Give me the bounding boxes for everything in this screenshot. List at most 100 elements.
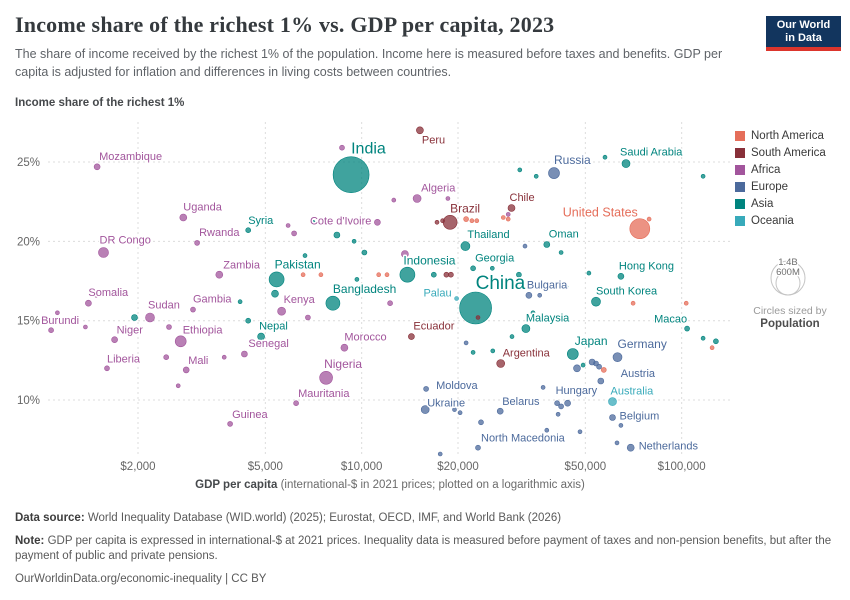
data-point[interactable] <box>478 419 484 426</box>
data-point[interactable] <box>554 400 560 407</box>
data-point-palau[interactable] <box>454 296 459 301</box>
legend-item-europe[interactable]: Europe <box>735 178 847 195</box>
data-point[interactable] <box>376 272 382 278</box>
data-point[interactable] <box>505 212 511 217</box>
data-point[interactable] <box>463 216 469 222</box>
data-point-indonesia[interactable] <box>399 266 416 283</box>
data-point-dr-congo[interactable] <box>98 247 109 258</box>
legend-item-africa[interactable]: Africa <box>735 161 847 178</box>
data-point[interactable] <box>489 265 495 271</box>
data-point-united-states[interactable] <box>629 218 651 239</box>
data-point[interactable] <box>586 270 592 276</box>
data-point[interactable] <box>445 196 451 201</box>
data-point[interactable] <box>596 363 602 370</box>
data-point-liberia[interactable] <box>104 365 110 372</box>
data-point[interactable] <box>618 423 624 428</box>
data-point[interactable] <box>558 403 564 410</box>
data-point[interactable] <box>285 223 291 228</box>
data-point-somalia[interactable] <box>85 299 92 307</box>
data-point-macao[interactable] <box>684 325 690 332</box>
data-point[interactable] <box>245 317 251 324</box>
data-point-argentina[interactable] <box>496 359 506 368</box>
data-point[interactable] <box>573 364 581 373</box>
data-point-netherlands[interactable] <box>626 443 635 452</box>
data-point-mozambique[interactable] <box>93 163 101 171</box>
data-point[interactable] <box>163 354 169 361</box>
data-point[interactable] <box>300 272 306 278</box>
data-point-mauritania[interactable] <box>293 400 299 407</box>
data-point[interactable] <box>540 385 546 390</box>
data-point-bulgaria[interactable] <box>525 291 533 299</box>
data-point-north-macedonia[interactable] <box>475 444 481 451</box>
data-point[interactable] <box>502 280 508 285</box>
data-point[interactable] <box>437 451 443 457</box>
data-point-chile[interactable] <box>507 204 516 212</box>
data-point[interactable] <box>305 314 311 321</box>
data-point-morocco[interactable] <box>340 343 349 352</box>
data-point-india[interactable] <box>332 156 370 193</box>
data-point-gambia[interactable] <box>190 306 196 313</box>
data-point-ethiopia[interactable] <box>174 335 187 348</box>
data-point[interactable] <box>683 300 689 306</box>
data-point[interactable] <box>533 174 539 179</box>
data-point[interactable] <box>500 215 506 220</box>
data-point[interactable] <box>537 292 543 298</box>
data-point-nigeria[interactable] <box>319 370 333 385</box>
data-point[interactable] <box>333 231 341 239</box>
data-point-austria[interactable] <box>597 377 605 385</box>
license-link[interactable]: OurWorldinData.org/economic-inequality |… <box>15 572 267 585</box>
data-point[interactable] <box>351 239 357 244</box>
data-point[interactable] <box>700 335 706 341</box>
data-point-belarus[interactable] <box>496 407 504 415</box>
data-point[interactable] <box>434 220 440 225</box>
data-point[interactable] <box>544 427 550 433</box>
data-point-uganda[interactable] <box>179 213 188 222</box>
data-point-pakistan[interactable] <box>268 271 285 288</box>
legend-item-oceania[interactable]: Oceania <box>735 212 847 229</box>
data-point[interactable] <box>475 315 481 320</box>
data-point-kenya[interactable] <box>277 306 286 316</box>
data-point-thailand[interactable] <box>460 241 471 251</box>
data-point[interactable] <box>474 218 480 223</box>
data-point[interactable] <box>93 292 99 298</box>
data-point[interactable] <box>516 271 522 278</box>
data-point[interactable] <box>440 218 445 223</box>
data-point[interactable] <box>555 411 561 417</box>
data-point[interactable] <box>339 144 345 151</box>
data-point-syria[interactable] <box>245 227 251 233</box>
data-point-hungary[interactable] <box>564 399 571 407</box>
data-point-sudan[interactable] <box>145 312 155 323</box>
data-point[interactable] <box>318 272 324 278</box>
data-point-saudi-arabia[interactable] <box>621 159 631 168</box>
data-point-oman[interactable] <box>543 241 551 248</box>
data-point-zambia[interactable] <box>215 270 224 279</box>
data-point[interactable] <box>131 314 138 321</box>
data-point-south-korea[interactable] <box>591 296 601 307</box>
data-point-rwanda[interactable] <box>194 240 200 246</box>
data-point[interactable] <box>530 310 536 316</box>
data-point[interactable] <box>448 271 454 278</box>
data-point-senegal[interactable] <box>241 350 248 358</box>
data-point[interactable] <box>430 271 437 278</box>
data-point[interactable] <box>55 310 60 316</box>
data-point[interactable] <box>384 272 390 278</box>
data-point[interactable] <box>302 253 308 258</box>
data-point[interactable] <box>221 354 227 360</box>
data-point[interactable] <box>522 243 528 249</box>
data-point-burundi[interactable] <box>48 327 54 334</box>
data-point-brazil[interactable] <box>442 215 458 230</box>
data-point[interactable] <box>271 289 279 298</box>
data-point[interactable] <box>577 429 583 435</box>
owid-logo[interactable]: Our World in Data <box>766 16 841 51</box>
data-point-algeria[interactable] <box>412 194 422 203</box>
data-point-guinea[interactable] <box>227 421 233 427</box>
data-point[interactable] <box>387 300 393 307</box>
data-point-niger[interactable] <box>111 336 118 344</box>
data-point[interactable] <box>709 345 715 351</box>
data-point[interactable] <box>509 334 515 339</box>
data-point[interactable] <box>630 300 636 306</box>
data-point-china[interactable] <box>459 291 492 325</box>
data-point-russia[interactable] <box>548 167 560 179</box>
data-point-ecuador[interactable] <box>408 333 415 340</box>
